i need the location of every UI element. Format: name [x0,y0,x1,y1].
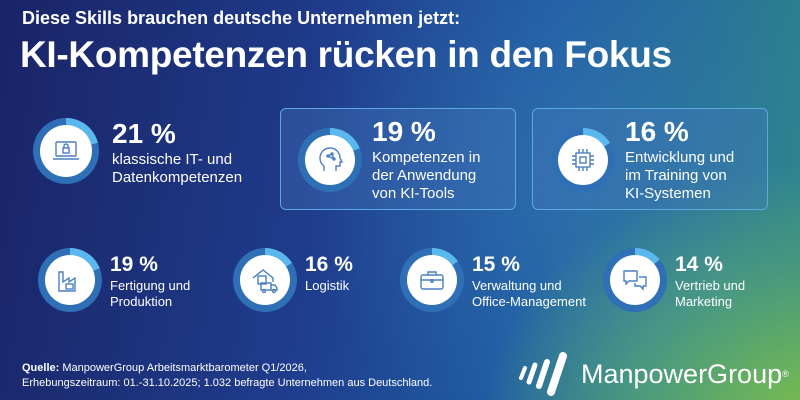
skill-label: Kompetenzen in [372,149,481,166]
skill-stat: 19 % Fertigung und Produktion [110,254,190,309]
skill-percent: 19 % [372,116,436,147]
skill-percent: 19 % [110,253,158,276]
skill-percent: 15 % [472,253,520,276]
skill-label: Entwicklung und [625,149,735,166]
skill-stat: 21 % klassische IT- und Datenkompetenzen [112,120,242,187]
skill-percent: 14 % [675,253,723,276]
logo-text: ManpowerGroup [581,358,783,389]
skill-stat: 16 % Entwicklung und im Training von KI-Sys… [625,118,734,203]
skill-label: klassische IT- und [112,151,233,168]
laptop-lock-icon [53,141,79,160]
skill-label: Fertigung und [110,278,191,293]
skill-label: Logistik [305,278,350,293]
skill-stat: 15 % Verwaltung und Office-Management [472,254,586,309]
percentage-ring [400,248,464,312]
percentage-ring [33,118,99,184]
percentage-ring [298,128,362,192]
skill-percent: 16 % [305,253,353,276]
skill-label: von KI-Tools [372,185,455,202]
percentage-ring [551,128,615,192]
skill-stat: 16 % Logistik [305,254,353,294]
source-note: Quelle: ManpowerGroup Arbeitsmarktbarome… [22,361,432,392]
skill-stat: 19 % Kompetenzen in der Anwendung von KI-To… [372,118,480,203]
source-text: ManpowerGroup Arbeitsmarktbarometer Q1/2… [59,362,307,374]
warehouse-truck-icon [252,269,278,294]
skill-percent: 21 % [112,118,176,149]
chat-bubbles-icon [623,270,647,291]
source-details: Erhebungszeitraum: 01.-31.10.2025; 1.032… [22,377,433,390]
brain-head-icon [319,147,344,171]
skill-label: Office-Management [472,293,586,309]
skill-label: Vertrieb und [675,278,746,293]
skill-label: KI-Systemen [625,185,711,202]
manpowergroup-logo: ManpowerGroup ® [515,352,789,396]
factory-icon [58,271,76,292]
percentage-ring [38,248,102,312]
skill-label: der Anwendung [372,167,477,184]
logo-mark-icon [519,352,567,396]
percentage-ring [233,248,297,312]
skill-label: Marketing [675,293,733,309]
percentage-ring [603,248,667,312]
source-label: Quelle: [22,362,60,374]
logo-registered: ® [782,369,789,379]
page-title: KI-Kompetenzen rücken in den Fokus [20,34,672,75]
skill-percent: 16 % [625,116,689,147]
briefcase-icon [420,271,444,290]
skill-label: Verwaltung und [472,278,562,293]
skill-label: Datenkompetenzen [112,169,243,186]
skill-label: im Training von [625,167,727,184]
chip-icon [572,149,594,171]
skill-label: Produktion [110,293,173,309]
skill-stat: 14 % Vertrieb und Marketing [675,254,745,309]
subtitle: Diese Skills brauchen deutsche Unternehm… [22,8,461,28]
